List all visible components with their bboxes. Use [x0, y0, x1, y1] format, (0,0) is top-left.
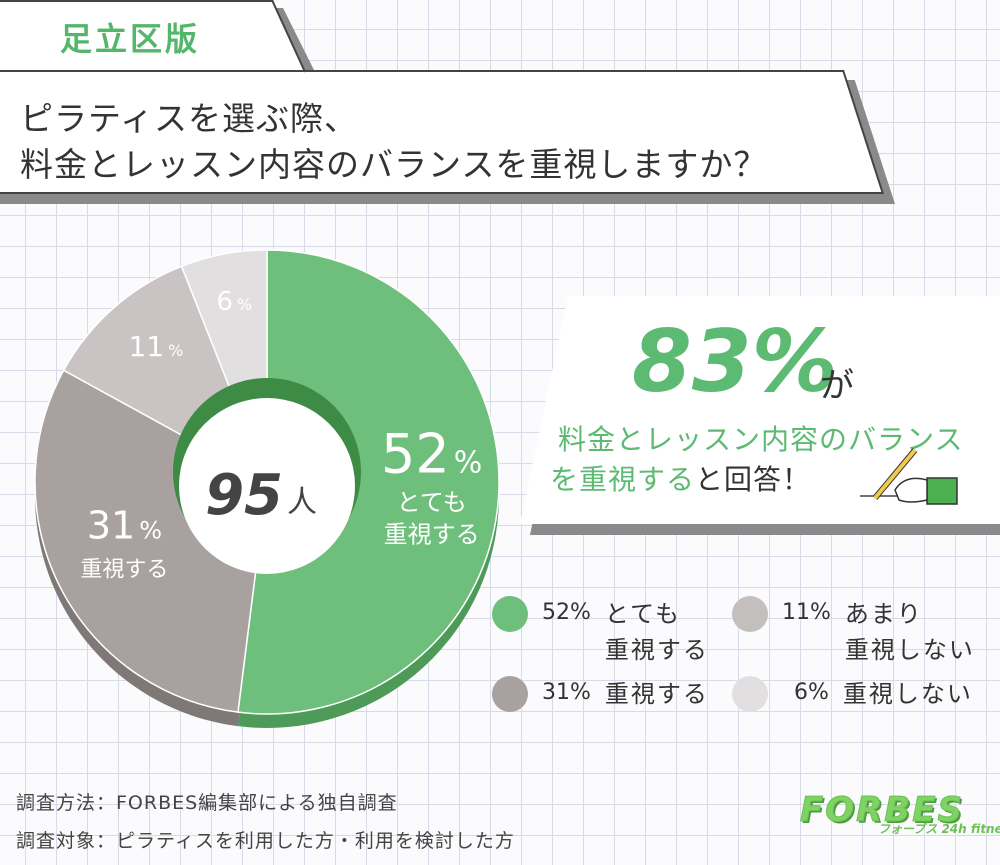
callout-line-2-rest: と回答！	[695, 463, 812, 496]
slice-label-pct-3: 11%	[128, 330, 183, 363]
slice-label-pct-1: 52%	[381, 422, 482, 485]
pen-hand-icon	[860, 448, 958, 505]
slice-label-text-2-1: 重視する	[80, 558, 168, 583]
footnote-method: 調査方法：FORBES編集部による独自調査	[16, 792, 398, 814]
center-value: 95	[205, 463, 283, 528]
legend-label-line: 重視しない	[844, 636, 975, 664]
logo-sub-text: フォーブス 24h fitness	[878, 822, 1000, 836]
legend-label-line: 重視する	[604, 636, 709, 664]
legend-pct: 31%	[542, 680, 591, 705]
legend-label-line: 重視する	[604, 680, 709, 708]
center-unit: 人	[287, 485, 317, 520]
donut-hole	[179, 398, 355, 574]
callout-line-2-highlight: を重視する	[550, 463, 696, 496]
slice-label-pct-2: 31%	[87, 504, 162, 548]
slice-label-text-1-2: 重視する	[384, 520, 480, 548]
legend-label: とても 重視する	[605, 596, 709, 668]
legend-label: 重視する	[605, 676, 709, 712]
slice-label-pct-4: 6%	[216, 287, 252, 317]
callout-line-1: 料金とレッスン内容のバランス	[558, 423, 964, 456]
legend-swatch	[732, 596, 768, 632]
legend-label: 重視しない	[843, 676, 973, 712]
legend-label-line: 重視しない	[842, 680, 973, 708]
legend-pct: 52%	[542, 600, 591, 625]
legend-pct: 11%	[782, 600, 831, 625]
legend-label: あまり 重視しない	[845, 596, 975, 668]
legend-swatch	[732, 676, 768, 712]
legend-pct: 6%	[794, 680, 829, 705]
legend-swatch	[492, 676, 528, 712]
callout-line-2: を重視すると回答！	[550, 458, 811, 498]
legend-label-line: あまり	[844, 600, 923, 628]
logo-main-text: FORBES	[800, 790, 964, 831]
legend-item-1: 52% とても重視する	[492, 596, 709, 668]
legend-label-line: とても	[604, 600, 681, 628]
question-box	[0, 70, 883, 194]
legend-swatch	[492, 596, 528, 632]
question-text: ピラティスを選ぶ際、 料金とレッスン内容のバランスを重視しますか？	[20, 96, 767, 188]
footnote-target: 調査対象：ピラティスを利用した方・利用を検討した方	[16, 830, 515, 852]
callout-ga: が	[820, 366, 854, 406]
legend-item-3: 31% 重視する	[492, 676, 709, 712]
forbes-logo: FORBES フォーブス 24h fitness	[800, 790, 1000, 837]
region-tag	[0, 0, 305, 72]
question-line-1: ピラティスを選ぶ際、	[20, 99, 359, 138]
callout-percent: 83%	[632, 312, 838, 412]
legend-item-2: 11% あまり重視しない	[732, 596, 975, 668]
region-tag-label: 足立区版	[60, 20, 201, 58]
slice-label-text-1-1: とても	[397, 488, 467, 516]
legend-item-4: 6% 重視しない	[732, 676, 973, 712]
question-line-2: 料金とレッスン内容のバランスを重視しますか？	[20, 145, 768, 184]
